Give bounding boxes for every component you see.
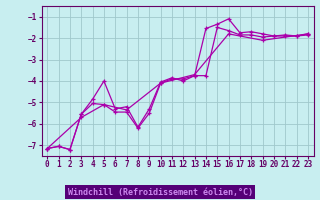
Text: Windchill (Refroidissement éolien,°C): Windchill (Refroidissement éolien,°C) bbox=[68, 188, 252, 196]
